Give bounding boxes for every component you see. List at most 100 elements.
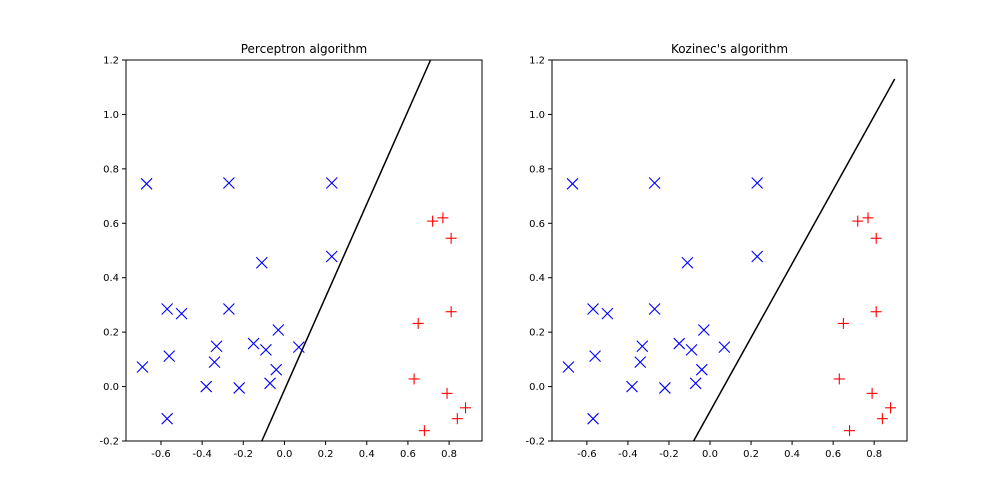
x-tick-label: -0.4 [192,449,212,460]
x-marker-point [161,412,174,425]
y-tick-label: 1.0 [103,110,119,121]
x-marker-point [270,363,283,376]
y-tick-label: 1.0 [529,110,545,121]
x-tick-label: 0.2 [743,449,759,460]
x-tick-label: -0.6 [151,449,171,460]
x-marker-point [208,356,221,368]
plus-marker-point [870,232,882,244]
x-marker-point [601,307,614,320]
x-tick-label: 0.0 [702,449,718,460]
x-marker-point [163,350,176,362]
x-marker-point [681,256,694,269]
x-marker-point [718,341,731,353]
x-marker-point [626,380,638,393]
plus-marker-point [451,413,463,425]
y-tick-label: 0.2 [103,328,119,339]
x-marker-point [589,350,601,362]
plus-marker-point [866,387,878,399]
axes-frame [125,59,483,442]
x-marker-point [292,341,305,353]
plus-marker-point [445,232,457,244]
plus-marker-point [460,402,472,414]
plus-marker-point [885,402,897,414]
y-tick-label: -0.2 [525,437,545,448]
plus-marker-point [844,425,856,437]
x-marker-point [751,250,764,263]
x-tick-label: -0.4 [618,449,638,460]
chart-title: Kozinec's algorithm [671,42,788,56]
x-marker-point [587,412,599,425]
x-marker-point [255,256,268,269]
x-marker-point [272,324,285,336]
x-tick-label: -0.6 [577,449,597,460]
x-marker-point [325,177,338,189]
x-marker-point [562,361,575,373]
y-tick-label: 0.0 [529,382,545,393]
y-tick-label: 0.6 [529,219,545,230]
plus-marker-point [437,212,449,224]
plus-marker-point [852,215,864,227]
x-marker-point [325,250,338,263]
x-marker-point [140,177,153,190]
y-tick-label: 0.2 [529,328,545,339]
x-tick-label: 0.6 [400,449,416,460]
x-marker-point [648,177,661,189]
x-marker-point [697,324,710,336]
plus-marker-point [427,215,439,227]
y-tick-label: 1.2 [103,56,119,67]
plus-marker-point [870,306,882,318]
plus-marker-point [412,317,424,329]
x-marker-point [636,340,649,353]
x-marker-point [264,377,276,390]
x-marker-point [175,307,188,320]
x-marker-point [685,343,698,356]
x-marker-point [210,340,223,353]
x-marker-point [751,177,764,189]
kozinec-chart: Kozinec's algorithm -0.6 -0.4 -0.2 0.0 0.2 0.… [525,42,908,460]
x-marker-point [695,363,708,376]
x-marker-point [673,337,686,350]
plus-marker-point [862,212,874,224]
x-marker-point [658,382,671,394]
x-marker-point [136,361,149,373]
x-marker-point [689,377,702,390]
x-marker-point [223,177,235,189]
x-marker-point [648,303,661,315]
x-tick-label: 0.8 [441,449,457,460]
x-tick-label: 0.8 [866,449,882,460]
plus-marker-point [876,413,888,425]
x-tick-label: 0.4 [359,449,375,460]
perceptron-chart: Perceptron algorithm -0.6 -0.4 -0.2 0.0 0.2 0… [99,42,483,460]
x-marker-point [200,380,213,393]
x-marker-point [161,303,174,315]
x-tick-label: 0.0 [276,449,292,460]
axes-frame [551,59,908,442]
plus-marker-point [837,317,849,329]
y-tick-label: 0.8 [103,164,119,175]
plus-marker-point [833,373,845,385]
plus-marker-point [445,306,457,318]
x-marker-point [223,303,235,315]
chart-title: Perceptron algorithm [241,42,368,56]
y-tick-label: 0.8 [529,164,545,175]
y-tick-label: 0.4 [529,273,545,284]
y-tick-label: 0.6 [103,219,119,230]
y-tick-label: 0.0 [103,382,119,393]
x-marker-point [566,177,579,190]
x-tick-label: 0.4 [784,449,800,460]
x-marker-point [233,382,246,394]
x-marker-point [587,303,599,315]
plus-marker-point [418,425,430,437]
x-marker-point [260,343,272,356]
x-tick-label: -0.2 [234,449,254,460]
x-marker-point [634,356,647,368]
decision-boundary-line [692,78,896,441]
x-tick-label: -0.2 [659,449,679,460]
y-tick-label: 1.2 [529,56,545,67]
x-marker-point [247,337,260,350]
x-tick-label: 0.6 [825,449,841,460]
y-tick-label: -0.2 [99,437,119,448]
decision-boundary-line [261,60,432,441]
plus-marker-point [441,387,453,399]
